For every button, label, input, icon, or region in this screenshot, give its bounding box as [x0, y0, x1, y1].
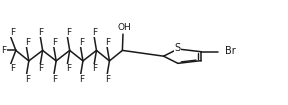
- Text: Br: Br: [225, 46, 236, 56]
- Text: F: F: [105, 38, 111, 47]
- Text: F: F: [79, 75, 84, 84]
- Text: F: F: [52, 75, 57, 84]
- Text: OH: OH: [118, 23, 132, 32]
- Text: F: F: [25, 75, 30, 84]
- Text: F: F: [92, 64, 98, 73]
- Text: S: S: [175, 43, 181, 53]
- Text: F: F: [92, 28, 98, 37]
- Text: F: F: [10, 28, 16, 37]
- Text: F: F: [39, 28, 44, 37]
- Text: F: F: [25, 38, 30, 47]
- Text: F: F: [39, 64, 44, 73]
- Text: F: F: [66, 64, 71, 73]
- Text: F: F: [105, 75, 111, 84]
- Text: F: F: [79, 38, 84, 47]
- Text: F: F: [66, 28, 71, 37]
- Text: F: F: [10, 64, 16, 73]
- Text: F: F: [1, 46, 6, 55]
- Text: F: F: [52, 38, 57, 47]
